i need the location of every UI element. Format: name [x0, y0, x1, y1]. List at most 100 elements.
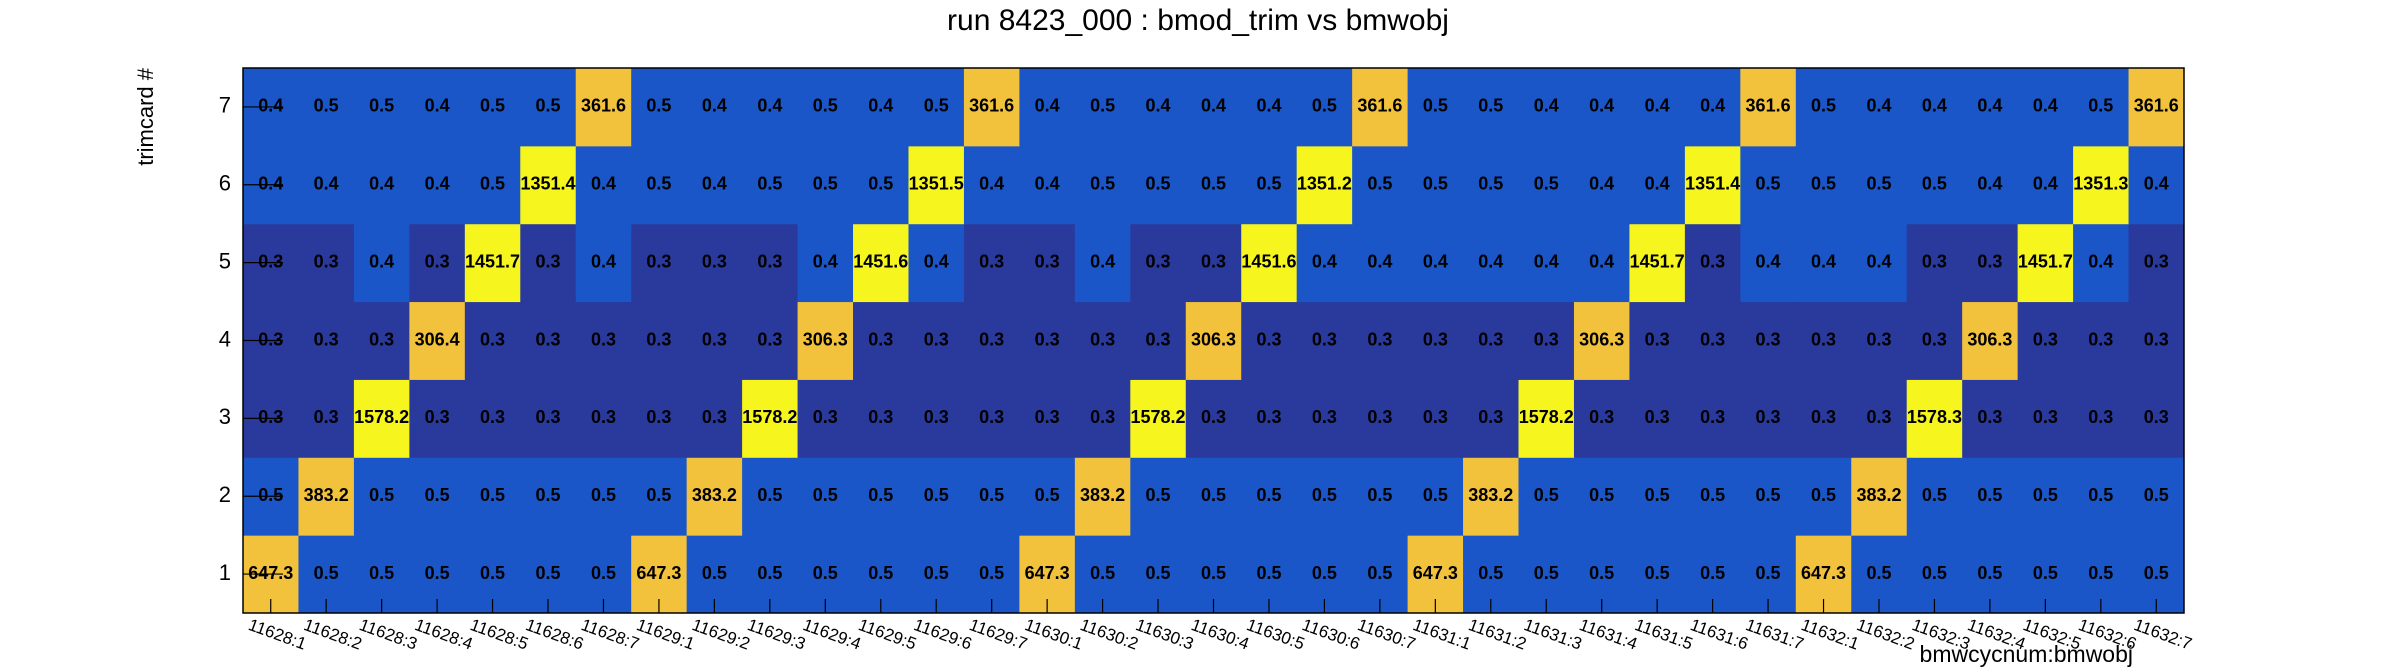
cell-label: 0.4 [1922, 96, 1947, 116]
cell [575, 379, 632, 458]
cell [1352, 145, 1409, 225]
cell [1130, 68, 1187, 147]
cell-label: 0.4 [258, 174, 283, 194]
cell-label: 0.5 [813, 174, 838, 194]
cell [963, 457, 1020, 536]
cell-label: 0.5 [1035, 485, 1060, 505]
x-tick-label: 11629:2 [689, 615, 752, 653]
cell [1795, 145, 1852, 225]
cell-label: 0.5 [1977, 485, 2002, 505]
cell [353, 145, 410, 225]
cell [1185, 457, 1242, 536]
cell [575, 301, 632, 380]
cell-label: 0.3 [813, 407, 838, 427]
cell-label: 0.3 [1645, 407, 1670, 427]
cell-label: 0.3 [314, 251, 339, 271]
cell-label: 0.5 [369, 96, 394, 116]
y-tick-label: 5 [219, 248, 231, 273]
cell-label: 0.5 [1756, 485, 1781, 505]
cell [2017, 457, 2074, 536]
cell [1019, 223, 1076, 303]
cell [520, 68, 577, 147]
x-tick-label: 11629:4 [800, 615, 863, 653]
cell [464, 68, 521, 147]
cell-label: 0.3 [1811, 329, 1836, 349]
cell [353, 301, 410, 380]
y-tick-label: 7 [219, 93, 231, 118]
cell-label: 0.3 [1866, 329, 1891, 349]
cell [1407, 457, 1464, 536]
cell-label: 0.3 [425, 251, 450, 271]
cell [1518, 68, 1575, 147]
cell [575, 457, 632, 536]
cell [631, 301, 688, 380]
x-tick-label: 11630:7 [1355, 615, 1418, 653]
x-tick-label: 11631:7 [1743, 615, 1806, 653]
cell [409, 457, 466, 536]
cell [631, 68, 688, 147]
cell-label: 361.6 [969, 96, 1014, 116]
x-tick-label: 11629:5 [856, 615, 919, 653]
cell-label: 0.3 [258, 329, 283, 349]
cell-label: 0.5 [1367, 485, 1392, 505]
cell [797, 145, 854, 225]
cell-label: 0.3 [480, 329, 505, 349]
cell-label: 0.5 [979, 563, 1004, 583]
cell [742, 68, 799, 147]
cell [2017, 301, 2074, 380]
cell-label: 0.3 [702, 329, 727, 349]
cell-label: 383.2 [1468, 485, 1513, 505]
cell [908, 457, 965, 536]
cell-label: 0.4 [1478, 251, 1503, 271]
cell-label: 1351.3 [2073, 174, 2128, 194]
cell [1074, 223, 1131, 303]
cell [1629, 223, 1686, 303]
cell-label: 0.5 [1534, 485, 1559, 505]
cell-label: 647.3 [1801, 563, 1846, 583]
x-tick-label: 11629:7 [967, 615, 1030, 653]
cell [464, 145, 521, 225]
cell [1740, 68, 1797, 147]
cell-label: 0.4 [1035, 96, 1060, 116]
x-tick-label: 11631:4 [1577, 615, 1640, 653]
x-tick-label: 11631:3 [1521, 615, 1584, 653]
cell [1241, 68, 1298, 147]
cell-label: 0.5 [425, 563, 450, 583]
cell-label: 0.5 [813, 96, 838, 116]
cell-label: 0.5 [757, 174, 782, 194]
cell [742, 379, 799, 458]
cell-label: 0.3 [314, 329, 339, 349]
cell-label: 0.4 [2144, 174, 2169, 194]
x-tick-label: 11630:3 [1133, 615, 1196, 653]
cell [409, 301, 466, 380]
cell-label: 0.3 [535, 251, 560, 271]
cell [1851, 301, 1908, 380]
cell-label: 0.5 [535, 485, 560, 505]
cell-label: 0.3 [1700, 251, 1725, 271]
cell [1185, 379, 1242, 458]
cell [2128, 457, 2185, 536]
cell-label: 0.3 [979, 329, 1004, 349]
cell [1463, 301, 1520, 380]
cell-label: 1578.2 [354, 407, 409, 427]
cell-label: 0.4 [1534, 251, 1559, 271]
cell-label: 0.5 [1312, 96, 1337, 116]
cell-label: 0.4 [591, 174, 616, 194]
cell [1906, 379, 1963, 458]
cell [853, 145, 909, 225]
cell [1241, 301, 1298, 380]
cell [1296, 379, 1353, 458]
cell [1740, 379, 1797, 458]
cell [1629, 145, 1686, 225]
cell-label: 0.3 [1312, 329, 1337, 349]
cell-label: 0.4 [1146, 96, 1171, 116]
cell-label: 0.4 [425, 96, 450, 116]
cell [1019, 68, 1076, 147]
cell-label: 0.5 [591, 563, 616, 583]
cell-label: 0.5 [757, 563, 782, 583]
cell-label: 0.4 [2088, 251, 2113, 271]
cell-label: 0.3 [425, 407, 450, 427]
cell [908, 301, 965, 380]
cell-label: 0.4 [1977, 174, 2002, 194]
